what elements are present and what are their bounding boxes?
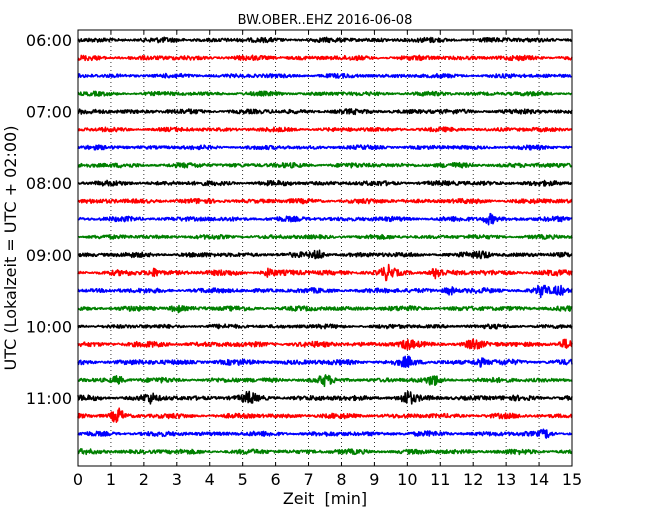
x-tick-label: 11 bbox=[430, 470, 450, 489]
x-tick-label: 10 bbox=[397, 470, 417, 489]
trace-line-0915 bbox=[77, 263, 573, 282]
x-tick-label: 4 bbox=[205, 470, 215, 489]
x-tick-label: 8 bbox=[336, 470, 346, 489]
y-tick-label: 09:00 bbox=[26, 246, 72, 265]
trace-line-1100 bbox=[77, 390, 573, 405]
trace-line-1115 bbox=[77, 407, 573, 423]
x-tick-label: 3 bbox=[172, 470, 182, 489]
x-tick-label: 15 bbox=[562, 470, 582, 489]
trace-line-0715 bbox=[77, 126, 573, 133]
y-tick-label: 06:00 bbox=[26, 31, 72, 50]
trace-line-1030 bbox=[77, 355, 573, 368]
x-tick-label: 14 bbox=[529, 470, 549, 489]
trace-line-0945 bbox=[77, 304, 573, 314]
x-axis: 0 1 2 3 4 5 6 7 8 9 10 11 12 13 14 15 bbox=[73, 30, 582, 489]
trace-line-0900 bbox=[77, 249, 573, 260]
trace-line-0645 bbox=[77, 90, 573, 97]
x-tick-label: 9 bbox=[369, 470, 379, 489]
x-tick-label: 6 bbox=[271, 470, 281, 489]
y-axis: 06:00 07:00 08:00 09:00 10:00 11:00 bbox=[26, 31, 572, 408]
trace-line-0815 bbox=[77, 197, 573, 205]
trace-line-0615 bbox=[77, 54, 573, 62]
grid-lines bbox=[110, 30, 540, 466]
x-tick-label: 13 bbox=[496, 470, 516, 489]
trace-line-0730 bbox=[77, 144, 573, 151]
trace-lines bbox=[77, 36, 573, 456]
x-tick-label: 12 bbox=[463, 470, 483, 489]
trace-line-0700 bbox=[77, 108, 573, 116]
trace-line-1015 bbox=[77, 338, 573, 351]
x-tick-label: 0 bbox=[73, 470, 83, 489]
x-tick-label: 2 bbox=[139, 470, 149, 489]
trace-line-0800 bbox=[77, 179, 573, 187]
x-axis-label: Zeit [min] bbox=[283, 489, 367, 508]
y-tick-label: 11:00 bbox=[26, 389, 72, 408]
y-tick-label: 08:00 bbox=[26, 174, 72, 193]
trace-line-1000 bbox=[77, 323, 573, 330]
trace-line-1045 bbox=[77, 374, 573, 388]
x-tick-label: 1 bbox=[106, 470, 116, 489]
y-tick-label: 07:00 bbox=[26, 103, 72, 122]
chart-title: BW.OBER..EHZ 2016-06-08 bbox=[238, 13, 413, 28]
y-axis-label: UTC (Lokalzeit = UTC + 02:00) bbox=[1, 126, 20, 371]
trace-line-1130 bbox=[77, 428, 573, 439]
trace-line-0745 bbox=[77, 161, 573, 169]
x-tick-label: 7 bbox=[303, 470, 313, 489]
trace-line-1145 bbox=[77, 448, 573, 456]
trace-line-0930 bbox=[77, 284, 573, 299]
trace-line-0630 bbox=[77, 72, 573, 79]
y-tick-label: 10:00 bbox=[26, 317, 72, 336]
trace-line-0600 bbox=[77, 36, 573, 44]
trace-line-0830 bbox=[77, 212, 573, 226]
plot-frame bbox=[77, 29, 573, 467]
x-tick-label: 5 bbox=[238, 470, 248, 489]
trace-line-0845 bbox=[77, 233, 573, 240]
